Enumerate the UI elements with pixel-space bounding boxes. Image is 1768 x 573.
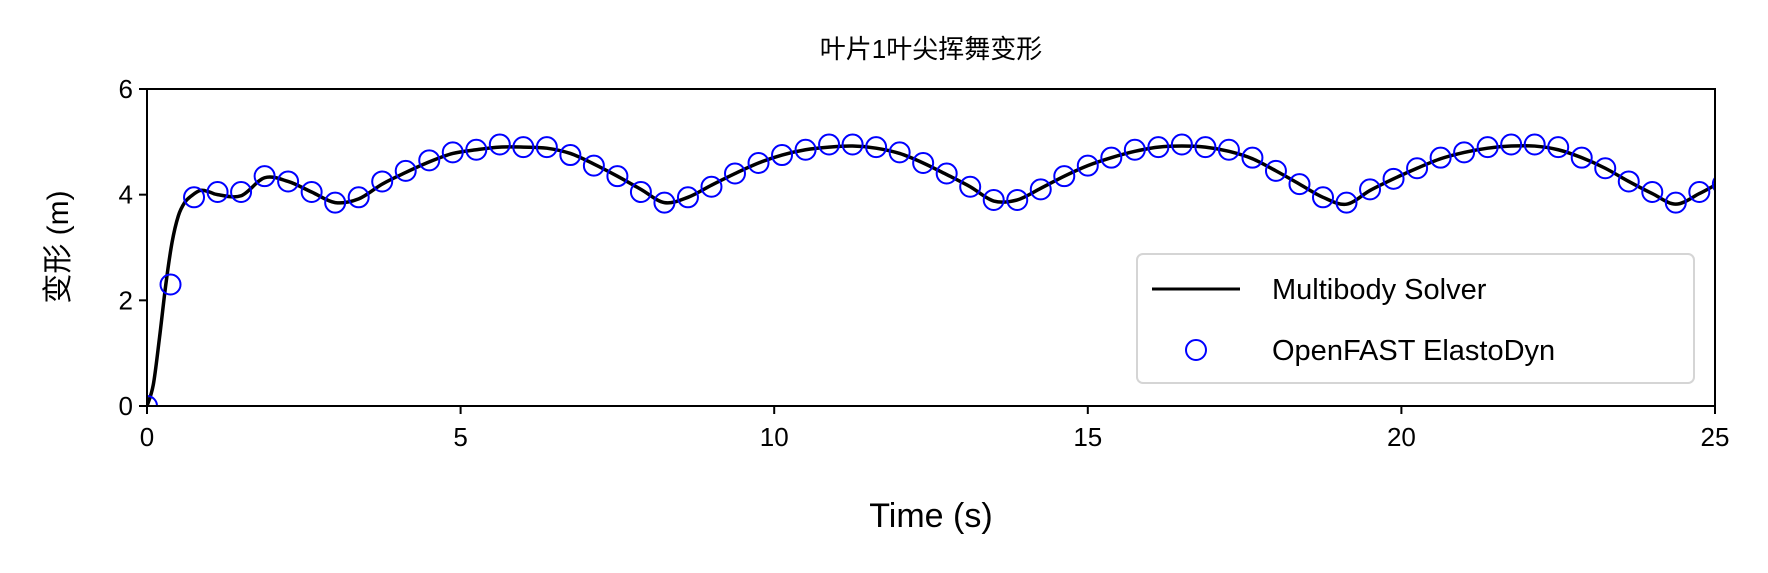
data-point-openfast [724, 162, 746, 185]
data-point-openfast [841, 133, 864, 156]
data-point-openfast [1264, 159, 1287, 182]
data-point-openfast [1053, 165, 1076, 188]
data-point-openfast [1453, 141, 1476, 164]
data-point-openfast [253, 165, 276, 188]
data-point-openfast [465, 138, 488, 161]
legend-label-multibody: Multibody Solver [1272, 274, 1487, 306]
data-point-openfast [1076, 154, 1099, 177]
data-point-openfast [700, 175, 723, 198]
data-point-openfast [1123, 138, 1146, 161]
data-point-openfast [1194, 136, 1217, 159]
data-point-openfast [1406, 157, 1429, 180]
data-point-openfast [1688, 181, 1711, 204]
data-point-openfast [1429, 146, 1452, 169]
data-point-openfast [559, 144, 582, 167]
x-tick-label: 25 [1701, 422, 1730, 452]
data-point-openfast [888, 141, 911, 164]
y-tick-label: 6 [119, 74, 133, 104]
data-point-openfast [747, 151, 770, 174]
data-point-openfast [512, 136, 535, 159]
data-point-openfast [159, 273, 182, 296]
data-point-openfast [206, 181, 229, 204]
data-point-openfast [865, 136, 888, 159]
data-point-openfast [794, 138, 817, 161]
y-tick-label: 2 [119, 285, 133, 315]
data-point-openfast [1100, 146, 1123, 169]
data-point-openfast [818, 133, 841, 156]
data-point-openfast [676, 186, 699, 209]
data-point-openfast [347, 186, 370, 209]
data-point-openfast [371, 170, 394, 193]
data-point-openfast [277, 170, 300, 193]
data-point-openfast [394, 159, 417, 182]
x-tick-label: 0 [140, 422, 154, 452]
legend: Multibody Solver OpenFAST ElastoDyn [1136, 253, 1695, 384]
x-axis: 0 5 10 15 20 25 [140, 406, 1730, 452]
data-point-openfast [1217, 138, 1240, 161]
data-point-openfast [1547, 136, 1570, 159]
data-point-openfast [1617, 170, 1640, 193]
data-point-openfast [300, 181, 323, 204]
data-point-openfast [324, 191, 347, 214]
data-point-openfast [653, 191, 676, 214]
data-point-openfast [912, 151, 935, 174]
data-point-openfast [982, 188, 1005, 211]
data-point-openfast [441, 141, 464, 164]
y-tick-label: 0 [119, 391, 133, 421]
data-point-openfast [1382, 167, 1405, 190]
x-tick-label: 15 [1073, 422, 1102, 452]
x-axis-label: Time (s) [869, 497, 992, 535]
data-point-openfast [1241, 146, 1264, 169]
data-point-openfast [1711, 176, 1715, 192]
plot-area [147, 133, 1715, 406]
data-point-openfast [1006, 188, 1029, 211]
data-point-openfast [935, 162, 958, 185]
data-point-openfast [488, 133, 511, 156]
x-tick-label: 20 [1387, 422, 1416, 452]
data-point-openfast [606, 165, 629, 188]
data-point-openfast [230, 181, 253, 204]
data-point-openfast [418, 149, 441, 172]
data-point-openfast [1594, 157, 1617, 180]
data-point-openfast [1170, 133, 1193, 156]
data-point-openfast [771, 144, 794, 167]
series-line-multibody-solver [147, 143, 1715, 406]
data-point-openfast [1359, 178, 1382, 201]
data-point-openfast [1335, 191, 1358, 214]
data-point-openfast [1147, 136, 1170, 159]
data-point-openfast [1641, 181, 1664, 204]
data-point-openfast [1570, 146, 1593, 169]
data-point-openfast [1664, 191, 1687, 214]
data-point-openfast [959, 175, 982, 198]
data-point-openfast [1312, 186, 1334, 209]
x-tick-label: 10 [760, 422, 789, 452]
data-point-openfast [582, 154, 605, 177]
axes-frame [146, 88, 1716, 407]
data-point-openfast [1523, 133, 1546, 156]
y-axis: 0 2 4 6 [119, 74, 147, 421]
data-point-openfast [1288, 173, 1311, 196]
legend-circle-marker [1185, 339, 1207, 361]
data-point-openfast [535, 136, 558, 159]
data-point-openfast [183, 186, 206, 209]
data-point-openfast [1500, 133, 1523, 156]
data-point-openfast [1029, 178, 1052, 201]
y-tick-label: 4 [119, 180, 133, 210]
y-axis-label: 变形 (m) [42, 190, 75, 303]
x-tick-label: 5 [453, 422, 467, 452]
data-point-openfast [629, 181, 652, 204]
legend-label-openfast: OpenFAST ElastoDyn [1272, 335, 1555, 367]
legend-frame [1136, 253, 1695, 384]
chart-title: 叶片1叶尖挥舞变形 [820, 34, 1042, 64]
data-point-openfast [1476, 136, 1499, 159]
